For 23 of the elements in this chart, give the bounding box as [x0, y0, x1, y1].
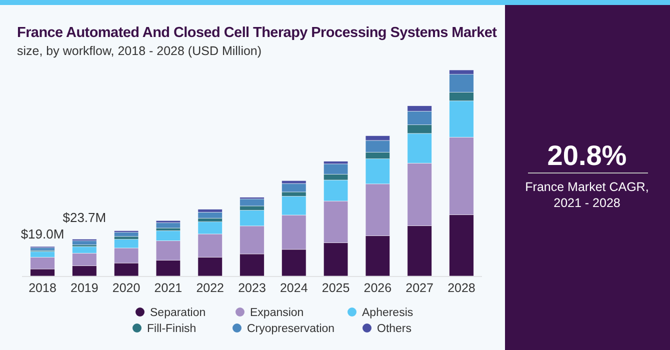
- x-tick-label: 2025: [322, 281, 350, 295]
- legend-label: Cryopreservation: [247, 323, 335, 335]
- x-tick-label: 2020: [112, 281, 140, 295]
- x-tick-label: 2028: [448, 281, 476, 295]
- text: 20.8%: [547, 140, 627, 171]
- legend-label: Fill-Finish: [147, 323, 196, 335]
- legend-label: Others: [377, 323, 412, 335]
- legend-label: Apheresis: [362, 307, 414, 319]
- legend-label: Separation: [150, 307, 206, 319]
- x-tick-label: 2026: [364, 281, 392, 295]
- x-tick-label: 2027: [406, 281, 434, 295]
- x-tick-label: 2023: [238, 281, 266, 295]
- x-tick-label: 2018: [28, 281, 56, 295]
- chart-title: France Automated And Closed Cell Therapy Processing Systems Market: [17, 25, 498, 41]
- x-tick-label: 2019: [70, 281, 98, 295]
- x-tick-label: 2021: [154, 281, 182, 295]
- legend-label: Expansion: [250, 307, 304, 319]
- text: France Market CAGR, 2021 - 2028: [525, 180, 649, 210]
- chart-subtitle: size, by workflow, 2018 - 2028 (USD Million): [17, 44, 262, 58]
- x-tick-label: 2022: [196, 281, 224, 295]
- x-tick-label: 2024: [280, 281, 308, 295]
- annotation: $19.0M: [20, 226, 64, 242]
- annotation: $23.7M: [62, 210, 106, 226]
